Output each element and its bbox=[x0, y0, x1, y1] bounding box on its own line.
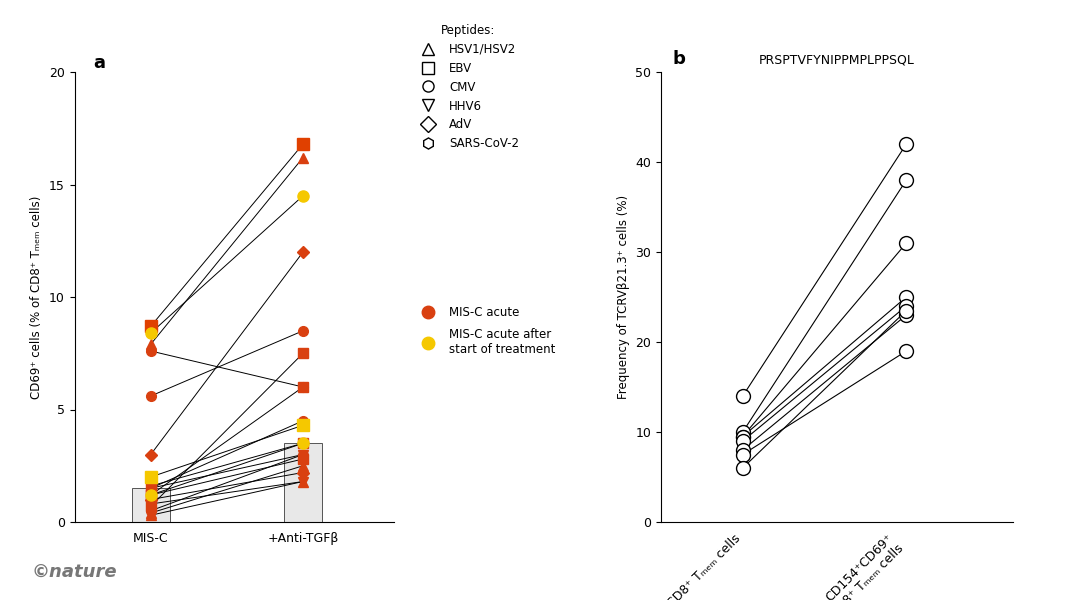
Bar bbox=[132, 488, 169, 522]
Bar bbox=[284, 443, 322, 522]
Y-axis label: Frequency of TCRVβ21.3⁺ cells (%): Frequency of TCRVβ21.3⁺ cells (%) bbox=[616, 195, 630, 399]
Y-axis label: CD69⁺ cells (% of CD8⁺ Tₘₑₘ cells): CD69⁺ cells (% of CD8⁺ Tₘₑₘ cells) bbox=[31, 196, 44, 398]
Legend: HSV1/HSV2, EBV, CMV, HHV6, AdV, SARS-CoV-2: HSV1/HSV2, EBV, CMV, HHV6, AdV, SARS-CoV… bbox=[417, 24, 519, 151]
Legend: MIS-C acute, MIS-C acute after
start of treatment: MIS-C acute, MIS-C acute after start of … bbox=[417, 306, 555, 356]
Text: a: a bbox=[93, 54, 104, 72]
Text: b: b bbox=[673, 49, 685, 67]
Title: PRSPTVFYNIPPMPLPPSQL: PRSPTVFYNIPPMPLPPSQL bbox=[759, 53, 915, 67]
Text: ©nature: ©nature bbox=[32, 564, 117, 582]
